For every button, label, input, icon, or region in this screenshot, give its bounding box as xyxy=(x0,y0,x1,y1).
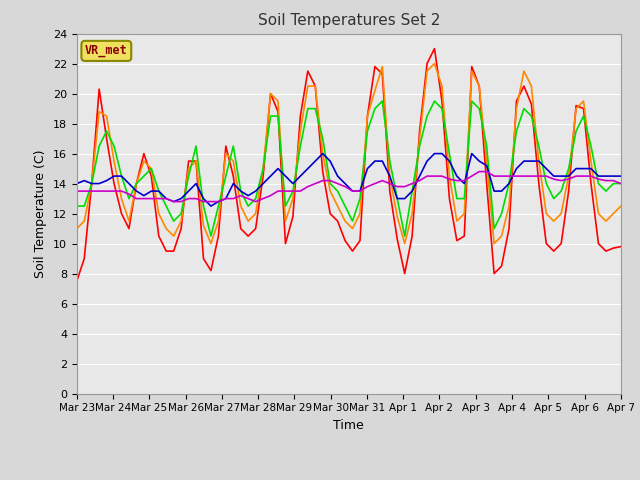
Tsoil -8cm xyxy=(192,143,200,149)
Tsoil -2cm xyxy=(73,278,81,284)
Tsoil -8cm xyxy=(207,233,215,239)
Line: Tsoil -2cm: Tsoil -2cm xyxy=(77,48,621,281)
Tsoil -2cm xyxy=(378,71,386,77)
Tsoil -4cm xyxy=(580,98,588,104)
Tsoil -2cm xyxy=(371,64,379,70)
Text: VR_met: VR_met xyxy=(85,44,128,58)
Tsoil -32cm xyxy=(386,180,394,186)
Tsoil -32cm xyxy=(200,199,207,204)
Tsoil -32cm xyxy=(192,196,200,202)
Line: Tsoil -16cm: Tsoil -16cm xyxy=(77,154,621,206)
Tsoil -4cm xyxy=(378,64,386,70)
Tsoil -2cm xyxy=(617,244,625,250)
Tsoil -4cm xyxy=(259,166,267,171)
Tsoil -4cm xyxy=(386,173,394,179)
Line: Tsoil -4cm: Tsoil -4cm xyxy=(77,63,621,243)
Tsoil -4cm xyxy=(431,60,438,66)
Tsoil -8cm xyxy=(185,173,193,179)
Tsoil -32cm xyxy=(617,180,625,186)
Tsoil -32cm xyxy=(476,168,483,174)
Tsoil -4cm xyxy=(185,166,193,171)
Tsoil -32cm xyxy=(378,178,386,183)
Y-axis label: Soil Temperature (C): Soil Temperature (C) xyxy=(35,149,47,278)
Tsoil -8cm xyxy=(378,98,386,104)
Tsoil -2cm xyxy=(252,226,259,231)
Tsoil -2cm xyxy=(572,103,580,108)
Tsoil -8cm xyxy=(580,113,588,119)
Line: Tsoil -8cm: Tsoil -8cm xyxy=(77,101,621,236)
Tsoil -16cm xyxy=(617,173,625,179)
Tsoil -4cm xyxy=(617,203,625,209)
Tsoil -32cm xyxy=(580,173,588,179)
Tsoil -16cm xyxy=(394,196,401,202)
Tsoil -8cm xyxy=(73,203,81,209)
Tsoil -4cm xyxy=(207,240,215,247)
Tsoil -16cm xyxy=(259,180,267,186)
Tsoil -4cm xyxy=(73,226,81,231)
Tsoil -16cm xyxy=(580,166,588,171)
X-axis label: Time: Time xyxy=(333,419,364,432)
Tsoil -32cm xyxy=(73,188,81,194)
Tsoil -8cm xyxy=(386,158,394,164)
Tsoil -32cm xyxy=(170,199,177,204)
Tsoil -2cm xyxy=(192,158,200,164)
Tsoil -16cm xyxy=(73,180,81,186)
Tsoil -16cm xyxy=(192,180,200,186)
Tsoil -4cm xyxy=(192,158,200,164)
Title: Soil Temperatures Set 2: Soil Temperatures Set 2 xyxy=(258,13,440,28)
Tsoil -8cm xyxy=(617,180,625,186)
Tsoil -16cm xyxy=(207,203,215,209)
Legend: Tsoil -2cm, Tsoil -4cm, Tsoil -8cm, Tsoil -16cm, Tsoil -32cm: Tsoil -2cm, Tsoil -4cm, Tsoil -8cm, Tsoi… xyxy=(127,478,571,480)
Tsoil -8cm xyxy=(394,196,401,202)
Line: Tsoil -32cm: Tsoil -32cm xyxy=(77,171,621,202)
Tsoil -2cm xyxy=(185,158,193,164)
Tsoil -16cm xyxy=(386,173,394,179)
Tsoil -2cm xyxy=(431,46,438,51)
Tsoil -8cm xyxy=(259,166,267,171)
Tsoil -32cm xyxy=(259,196,267,202)
Tsoil -16cm xyxy=(185,188,193,194)
Tsoil -16cm xyxy=(319,151,326,156)
